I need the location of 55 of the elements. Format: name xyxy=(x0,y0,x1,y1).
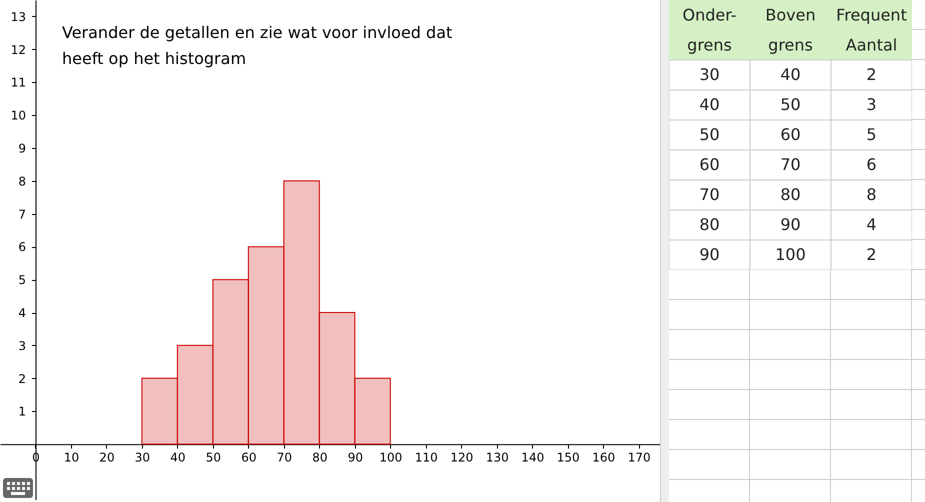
data-label: 90 xyxy=(780,215,801,234)
y-tick-label: 6 xyxy=(18,240,26,254)
x-tick-label: 30 xyxy=(134,450,150,465)
data-label: 2 xyxy=(866,245,877,264)
y-tick-label: 7 xyxy=(18,207,26,222)
x-tick-label: Onder- grens xyxy=(682,6,737,54)
data-label: 70 xyxy=(699,185,720,204)
x-tick-label: Frequent Aantal xyxy=(836,6,907,54)
y-tick-label: 3 xyxy=(18,338,26,353)
data-label: 2 xyxy=(866,65,877,84)
data-label: 60 xyxy=(699,155,720,174)
data-label: 4 xyxy=(866,215,877,234)
data-label: 6 xyxy=(866,155,877,174)
x-tick-label: Boven grens xyxy=(765,6,816,54)
y-tick-label: 8 xyxy=(18,174,26,188)
data-label: 80 xyxy=(699,215,720,234)
data-label: 40 xyxy=(780,65,801,84)
data-label: 100 xyxy=(775,245,806,264)
data-label: 8 xyxy=(866,185,877,204)
x-tick-label: 120 xyxy=(450,450,474,465)
x-tick-label: 40 xyxy=(170,450,186,465)
data-label: 60 xyxy=(780,125,801,144)
x-tick-label: 70 xyxy=(276,450,292,465)
x-tick-label: 20 xyxy=(99,450,115,465)
x-tick-label: 10 xyxy=(64,450,80,465)
x-tick-label: 170 xyxy=(628,450,651,465)
x-tick-label: 80 xyxy=(312,450,328,465)
y-tick-label: 10 xyxy=(10,108,26,123)
x-tick-label: 130 xyxy=(486,450,509,465)
data-label: 40 xyxy=(699,95,720,114)
data-label: 80 xyxy=(780,185,801,204)
data-label: 50 xyxy=(780,95,801,114)
data-label: 30 xyxy=(699,65,720,84)
text: Verander de getallen en zie wat voor invloed dat heeft op het histogram xyxy=(62,22,454,70)
y-tick-label: 11 xyxy=(10,76,26,90)
data-label: 5 xyxy=(866,125,877,144)
x-tick-label: 60 xyxy=(241,450,257,465)
y-tick-label: 12 xyxy=(10,42,26,57)
y-tick-label: 1 xyxy=(18,404,26,419)
x-tick-label: 160 xyxy=(592,450,616,465)
x-tick-label: 100 xyxy=(379,450,402,465)
data-label: 70 xyxy=(780,155,801,174)
y-tick-label: 9 xyxy=(18,142,26,156)
data-label: 90 xyxy=(699,245,720,264)
y-tick-label: 4 xyxy=(18,306,26,320)
y-tick-label: 13 xyxy=(10,10,26,24)
x-tick-label: 150 xyxy=(556,450,580,465)
x-tick-label: 90 xyxy=(348,450,363,465)
x-tick-label: 50 xyxy=(206,450,222,465)
data-label: 50 xyxy=(699,125,720,144)
x-tick-label: 140 xyxy=(521,450,544,465)
y-tick-label: 2 xyxy=(18,372,26,386)
y-tick-label: 5 xyxy=(18,273,26,288)
data-label: 3 xyxy=(866,95,877,114)
x-tick-label: 110 xyxy=(414,450,438,465)
